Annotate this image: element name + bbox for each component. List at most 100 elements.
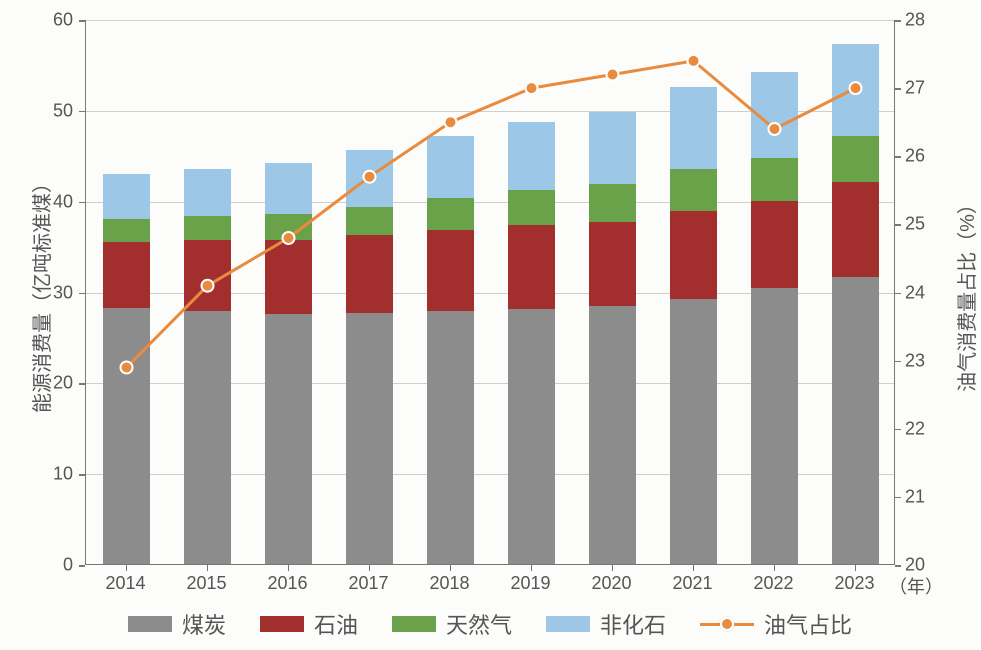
y2-tick bbox=[895, 361, 901, 363]
legend-line-swatch bbox=[700, 617, 754, 631]
ratio-marker bbox=[526, 82, 538, 94]
bar-segment-oil bbox=[589, 222, 636, 306]
stacked-bar bbox=[346, 150, 393, 564]
legend-item-nonfossil: 非化石 bbox=[546, 608, 666, 640]
bar-segment-coal bbox=[508, 309, 555, 564]
y2-tick-label: 28 bbox=[905, 10, 925, 31]
y2-tick-label: 25 bbox=[905, 214, 925, 235]
x-tick-label: 2016 bbox=[267, 573, 307, 594]
legend-swatch bbox=[128, 616, 172, 632]
bar-segment-coal bbox=[346, 313, 393, 564]
legend-label: 石油 bbox=[314, 608, 358, 640]
bar-segment-nonfossil bbox=[589, 112, 636, 185]
y1-tick-label: 0 bbox=[63, 555, 73, 576]
y2-tick bbox=[895, 497, 901, 499]
y1-tick-label: 10 bbox=[53, 464, 73, 485]
y1-tick-label: 30 bbox=[53, 282, 73, 303]
bar-segment-nonfossil bbox=[427, 136, 474, 198]
y2-tick-label: 24 bbox=[905, 282, 925, 303]
bar-segment-coal bbox=[103, 308, 150, 564]
bar-segment-oil bbox=[184, 240, 231, 312]
x-tick bbox=[855, 565, 857, 571]
y2-tick-label: 21 bbox=[905, 486, 925, 507]
ratio-line bbox=[127, 61, 856, 368]
bar-segment-nonfossil bbox=[751, 72, 798, 158]
bar-segment-nonfossil bbox=[346, 150, 393, 207]
y1-tick bbox=[79, 202, 85, 204]
stacked-bar bbox=[427, 136, 474, 564]
y1-tick-label: 20 bbox=[53, 373, 73, 394]
x-tick-label: 2014 bbox=[105, 573, 145, 594]
stacked-bar bbox=[508, 122, 555, 564]
bar-segment-gas bbox=[670, 169, 717, 211]
bar-segment-coal bbox=[751, 288, 798, 564]
y2-tick-label: 20 bbox=[905, 555, 925, 576]
ratio-marker bbox=[607, 69, 619, 81]
bar-segment-gas bbox=[103, 219, 150, 242]
x-tick-label: 2022 bbox=[753, 573, 793, 594]
x-tick bbox=[207, 565, 209, 571]
x-tick bbox=[531, 565, 533, 571]
x-tick-label: 2018 bbox=[429, 573, 469, 594]
x-tick bbox=[693, 565, 695, 571]
x-axis-unit: （年） bbox=[889, 573, 943, 599]
bar-segment-nonfossil bbox=[184, 169, 231, 216]
x-tick-label: 2020 bbox=[591, 573, 631, 594]
bar-segment-gas bbox=[832, 136, 879, 181]
x-tick bbox=[612, 565, 614, 571]
bar-segment-oil bbox=[832, 182, 879, 277]
y2-tick-label: 23 bbox=[905, 350, 925, 371]
y1-axis-title: 能源消费量（亿吨标准煤） bbox=[26, 173, 55, 413]
legend-label: 煤炭 bbox=[182, 608, 226, 640]
bar-segment-coal bbox=[589, 306, 636, 564]
chart-container: 能源消费量（亿吨标准煤） 油气消费量占比（%） （年） 煤炭 石油 天然气 非化石 油气… bbox=[0, 0, 981, 650]
y1-tick bbox=[79, 565, 85, 567]
bar-segment-oil bbox=[751, 201, 798, 288]
bar-segment-oil bbox=[670, 211, 717, 299]
bar-segment-coal bbox=[427, 311, 474, 564]
stacked-bar bbox=[670, 87, 717, 564]
bar-segment-oil bbox=[508, 225, 555, 309]
y1-tick-label: 60 bbox=[53, 10, 73, 31]
x-tick-label: 2015 bbox=[186, 573, 226, 594]
y2-tick bbox=[895, 156, 901, 158]
stacked-bar bbox=[103, 174, 150, 564]
bar-segment-oil bbox=[427, 230, 474, 312]
bar-segment-gas bbox=[346, 207, 393, 235]
y2-tick bbox=[895, 20, 901, 22]
bar-segment-coal bbox=[184, 311, 231, 564]
y2-tick-label: 27 bbox=[905, 78, 925, 99]
x-tick bbox=[288, 565, 290, 571]
y2-axis-title: 油气消费量占比（%） bbox=[951, 194, 980, 392]
y1-tick-label: 40 bbox=[53, 191, 73, 212]
x-tick-label: 2023 bbox=[834, 573, 874, 594]
legend-label: 天然气 bbox=[446, 608, 512, 640]
legend-swatch bbox=[546, 616, 590, 632]
bar-segment-gas bbox=[589, 184, 636, 221]
x-tick bbox=[450, 565, 452, 571]
bar-segment-nonfossil bbox=[832, 44, 879, 137]
legend-item-gas: 天然气 bbox=[392, 608, 512, 640]
x-tick-label: 2017 bbox=[348, 573, 388, 594]
stacked-bar bbox=[589, 112, 636, 564]
x-tick-label: 2021 bbox=[672, 573, 712, 594]
bar-segment-gas bbox=[184, 216, 231, 240]
bar-segment-nonfossil bbox=[103, 174, 150, 219]
y1-tick bbox=[79, 20, 85, 22]
x-tick bbox=[369, 565, 371, 571]
legend-item-ratio: 油气占比 bbox=[700, 608, 852, 640]
y2-tick-label: 26 bbox=[905, 146, 925, 167]
bar-segment-gas bbox=[265, 214, 312, 239]
y1-tick bbox=[79, 111, 85, 113]
y2-tick bbox=[895, 224, 901, 226]
y2-tick-label: 22 bbox=[905, 418, 925, 439]
bar-segment-gas bbox=[508, 190, 555, 225]
legend-item-oil: 石油 bbox=[260, 608, 358, 640]
y2-tick bbox=[895, 88, 901, 90]
bar-segment-oil bbox=[103, 242, 150, 308]
legend-label: 非化石 bbox=[600, 608, 666, 640]
x-tick bbox=[774, 565, 776, 571]
bar-segment-oil bbox=[346, 235, 393, 313]
ratio-marker bbox=[445, 116, 457, 128]
bar-segment-coal bbox=[832, 277, 879, 564]
